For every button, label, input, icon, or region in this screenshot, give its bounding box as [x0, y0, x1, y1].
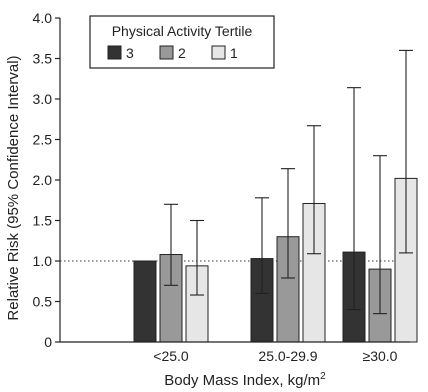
legend-items: 3 2 1	[107, 45, 238, 61]
y-tick-label: 1.0	[33, 253, 53, 269]
x-tick-label: ≥30.0	[363, 348, 398, 364]
x-tick-label: 25.0-29.9	[258, 348, 317, 364]
legend-swatch	[159, 45, 174, 60]
x-tick-label: <25.0	[153, 348, 189, 364]
y-tick-label: 0	[44, 334, 52, 350]
legend: Physical Activity Tertile 3 2 1	[89, 15, 275, 69]
legend-swatch	[211, 45, 226, 60]
y-tick-label: 2.0	[33, 172, 53, 188]
axes-layer: 0 0.5 1.0 1.5 2.0 2.5 3.0 3.5 4.0 <25.0 25.0-29.9 ≥…	[33, 10, 410, 364]
y-tick-label: 4.0	[33, 10, 53, 26]
legend-label: 1	[230, 45, 238, 61]
x-axis-title-superscript: 2	[320, 371, 326, 382]
y-tick-label: 2.5	[33, 132, 53, 148]
x-axis-title: Body Mass Index, kg/m2	[164, 371, 326, 389]
y-tick-label: 3.0	[33, 91, 53, 107]
x-axis-title-text: Body Mass Index, kg/m	[164, 372, 320, 389]
y-axis-title: Relative Risk (95% Confidence Interval)	[5, 55, 22, 320]
legend-label: 3	[126, 45, 134, 61]
bar	[133, 260, 157, 343]
bars-layer	[133, 49, 418, 343]
y-tick-label: 3.5	[33, 51, 53, 67]
y-tick-label: 1.5	[33, 213, 53, 229]
y-tick-label: 0.5	[33, 294, 53, 310]
legend-title: Physical Activity Tertile	[112, 23, 253, 39]
legend-label: 2	[178, 45, 186, 61]
legend-swatch	[107, 45, 122, 60]
